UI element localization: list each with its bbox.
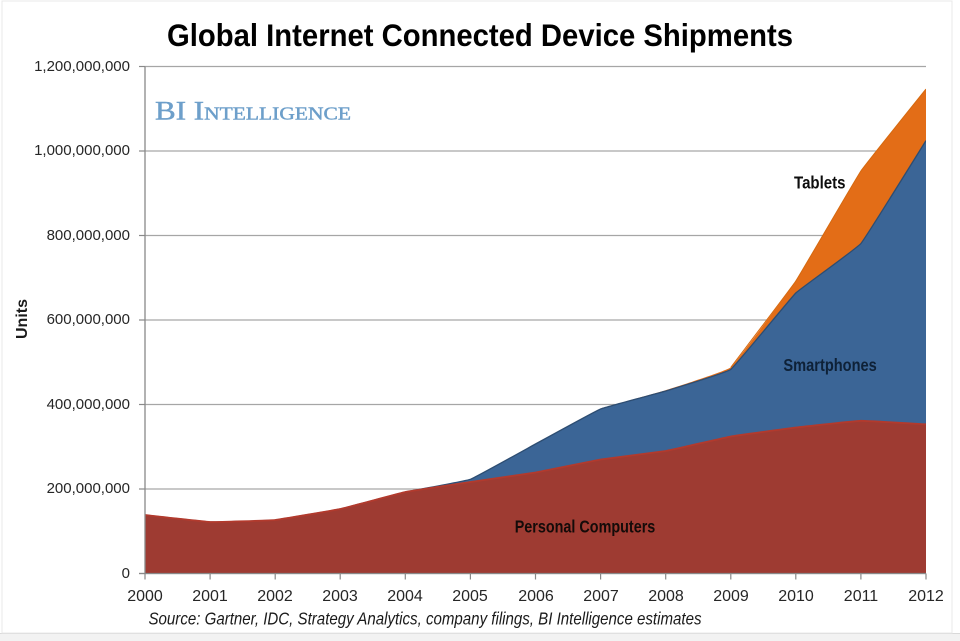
svg-text:Source: Gartner, IDC, Strategy: Source: Gartner, IDC, Strategy Analytics… [149, 608, 702, 628]
svg-text:BI Intelligence: BI Intelligence [155, 97, 351, 126]
svg-text:Personal Computers: Personal Computers [515, 517, 656, 537]
svg-text:Global Internet Connected Devi: Global Internet Connected Device Shipmen… [167, 17, 793, 53]
svg-text:Smartphones: Smartphones [783, 355, 877, 375]
svg-text:Tablets: Tablets [794, 172, 846, 192]
